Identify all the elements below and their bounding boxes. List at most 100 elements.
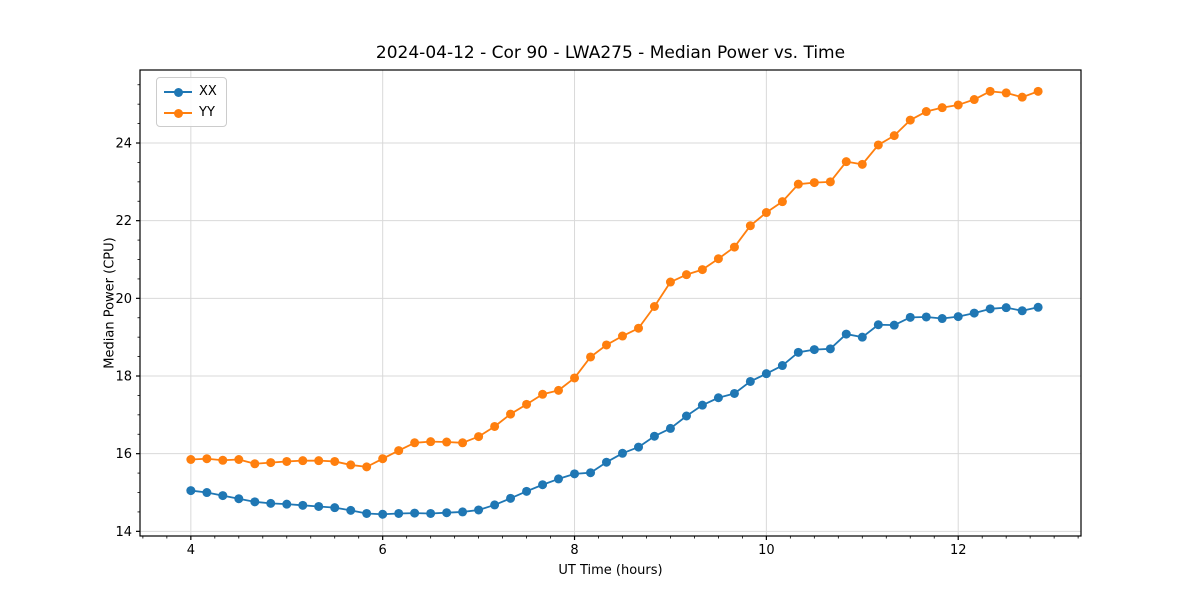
series-yy-point (570, 373, 580, 383)
series-yy-point (410, 438, 420, 448)
legend: XX YY (156, 77, 227, 127)
series-xx-point (1017, 306, 1027, 316)
series-yy-point (378, 454, 388, 464)
series-xx-point (506, 493, 516, 503)
series-yy-point (889, 131, 899, 141)
series-yy-point (873, 140, 883, 150)
series-yy-point (458, 438, 468, 448)
series-yy-point (522, 399, 532, 409)
series-yy-point (330, 456, 340, 466)
series-xx-point (825, 344, 835, 354)
series-yy-point (314, 456, 324, 466)
series-xx-point (681, 411, 691, 421)
series-xx-point (905, 312, 915, 322)
y-tick-label: 16 (115, 447, 132, 462)
series-xx-point (410, 508, 420, 518)
series-yy-point (426, 437, 436, 447)
series-xx-point (634, 442, 644, 452)
series-yy-point (362, 462, 372, 472)
series-yy-point (969, 95, 979, 105)
series-xx-point (729, 388, 739, 398)
series-yy-point (937, 103, 947, 113)
series-yy-point (697, 265, 707, 275)
series-yy-point (601, 340, 611, 350)
series-yy-point (985, 86, 995, 96)
series-xx-point (713, 393, 723, 403)
legend-label-yy: YY (199, 105, 215, 120)
series-yy-point (186, 454, 196, 464)
series-yy-point (761, 208, 771, 218)
series-xx-point (330, 503, 340, 513)
series-xx-point (202, 488, 212, 498)
series-yy-point (793, 179, 803, 189)
x-tick-label: 12 (950, 543, 967, 558)
series-yy-point (394, 446, 404, 456)
series-xx-point (314, 501, 324, 511)
series-xx-point (458, 507, 468, 517)
series-yy-point (202, 454, 212, 464)
series-xx-point (841, 329, 851, 339)
series-xx-point (378, 509, 388, 519)
series-yy-point (921, 107, 931, 117)
series-yy-point (234, 454, 244, 464)
series-yy-point (649, 301, 659, 311)
series-xx-point (745, 376, 755, 386)
series-xx-point (617, 448, 627, 458)
series-xx-point (697, 400, 707, 410)
series-xx-point (1001, 303, 1011, 313)
series-yy-point (266, 458, 276, 468)
legend-entry-yy: YY (164, 104, 217, 121)
series-yy-point (634, 323, 644, 333)
series-yy-point (506, 409, 516, 419)
series-yy-point (442, 437, 452, 447)
series-yy-point (298, 456, 308, 466)
series-xx-point (953, 312, 963, 322)
series-xx-point (985, 304, 995, 314)
series-xx-point (586, 468, 596, 478)
series-xx-point (490, 500, 500, 510)
series-yy-point (905, 115, 915, 125)
series-xx-point (442, 508, 452, 518)
series-yy-point (1001, 88, 1011, 98)
series-yy-point (218, 455, 228, 465)
series-yy-point (825, 177, 835, 187)
x-tick-label: 4 (187, 543, 195, 558)
legend-label-xx: XX (199, 84, 217, 99)
series-yy-point (282, 456, 292, 466)
series-yy-point (346, 460, 356, 470)
series-xx-point (665, 423, 675, 433)
series-yy-line (190, 90, 1039, 468)
series-xx-point (362, 508, 372, 518)
series-xx-point (250, 497, 260, 507)
series-xx-point (937, 314, 947, 324)
y-tick-label: 14 (115, 525, 132, 540)
series-yy-point (729, 242, 739, 252)
series-yy-point (474, 432, 484, 442)
y-tick-label: 18 (115, 370, 132, 385)
legend-entry-xx: XX (164, 83, 217, 100)
x-tick-label: 10 (758, 543, 775, 558)
series-yy-point (554, 385, 564, 395)
series-yy-point (665, 277, 675, 287)
series-yy-point (538, 389, 548, 399)
series-xx-point (649, 431, 659, 441)
series-xx-point (761, 369, 771, 379)
series-yy-point (250, 459, 260, 469)
series-yy-point (617, 331, 627, 341)
x-axis-label: UT Time (hours) (558, 563, 663, 578)
series-yy-point (490, 421, 500, 431)
series-xx-point (282, 499, 292, 509)
series-yy-point (953, 100, 963, 110)
series-yy-point (1017, 92, 1027, 102)
y-tick-label: 24 (115, 137, 132, 152)
series-xx-point (777, 361, 787, 371)
series-yy-point (777, 197, 787, 207)
series-xx-point (793, 347, 803, 357)
series-yy-point (857, 159, 867, 169)
series-xx-point (186, 486, 196, 496)
y-tick-label: 20 (115, 292, 132, 307)
series-xx-point (234, 494, 244, 504)
series-yy-point (745, 221, 755, 231)
series-xx-point (346, 505, 356, 515)
